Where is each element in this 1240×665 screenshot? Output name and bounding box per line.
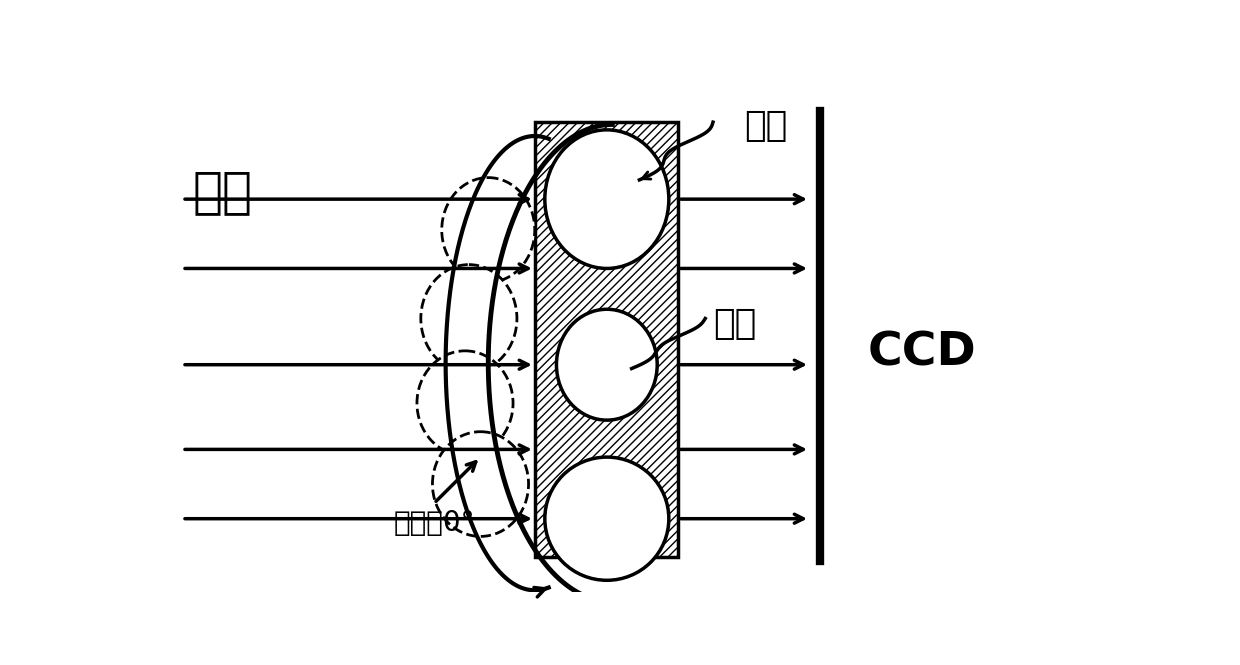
- Ellipse shape: [544, 457, 668, 581]
- Text: 光束: 光束: [192, 168, 252, 216]
- Ellipse shape: [433, 432, 528, 537]
- Text: CCD: CCD: [868, 331, 977, 376]
- Text: 起始点0°: 起始点0°: [394, 509, 475, 537]
- Text: 样品: 样品: [744, 109, 787, 143]
- Ellipse shape: [417, 351, 513, 456]
- Text: 景深: 景深: [713, 307, 756, 341]
- Ellipse shape: [557, 309, 657, 420]
- Ellipse shape: [544, 130, 668, 269]
- Ellipse shape: [441, 178, 534, 283]
- Bar: [534, 122, 678, 557]
- Ellipse shape: [420, 265, 517, 372]
